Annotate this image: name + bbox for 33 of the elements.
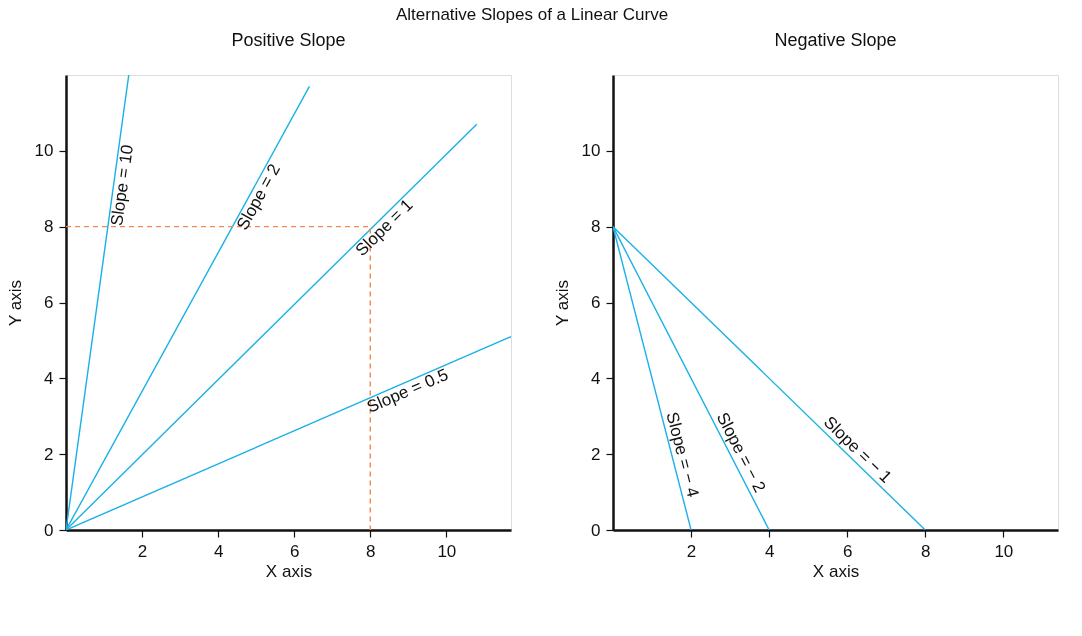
x-axis-title: X axis xyxy=(812,561,860,581)
y-tick-label: 0 xyxy=(44,520,54,540)
y-tick-label: 2 xyxy=(591,444,601,464)
chart-title: Positive Slope xyxy=(231,30,346,50)
x-tick-label: 10 xyxy=(437,541,457,561)
y-axis-title: Y axis xyxy=(552,280,572,326)
y-tick-label: 6 xyxy=(44,293,54,312)
x-tick-label: 4 xyxy=(764,541,775,561)
y-tick-label: 2 xyxy=(44,444,54,464)
x-tick-label: 2 xyxy=(137,541,148,561)
x-tick-label: 4 xyxy=(213,541,224,561)
text: Slope = 10 xyxy=(107,143,138,228)
x-tick-label: 10 xyxy=(994,541,1014,561)
y-tick-label: 6 xyxy=(591,293,601,312)
x-tick-label: 6 xyxy=(289,541,300,561)
y-tick-label: 4 xyxy=(591,368,601,388)
text: Slope = − 2 xyxy=(712,409,770,496)
y-tick-label: 8 xyxy=(591,217,601,237)
x-axis-title: X axis xyxy=(265,561,313,581)
y-tick-label: 10 xyxy=(581,141,601,161)
x-tick-label: 8 xyxy=(921,541,931,561)
x-tick-label: 2 xyxy=(686,541,697,561)
x-tick-label: 8 xyxy=(366,541,376,561)
y-tick-label: 10 xyxy=(34,141,54,161)
chart-title: Negative Slope xyxy=(774,30,897,50)
y-axis-title: Y axis xyxy=(5,280,25,326)
y-tick-label: 0 xyxy=(591,520,601,540)
y-tick-label: 8 xyxy=(44,217,54,237)
y-tick-label: 4 xyxy=(44,368,54,388)
text: Slope = − 4 xyxy=(662,410,703,500)
text: Alternative Slopes of a Linear Curve xyxy=(395,4,669,24)
x-tick-label: 6 xyxy=(842,541,853,561)
text: Slope = 0.5 xyxy=(364,364,452,417)
